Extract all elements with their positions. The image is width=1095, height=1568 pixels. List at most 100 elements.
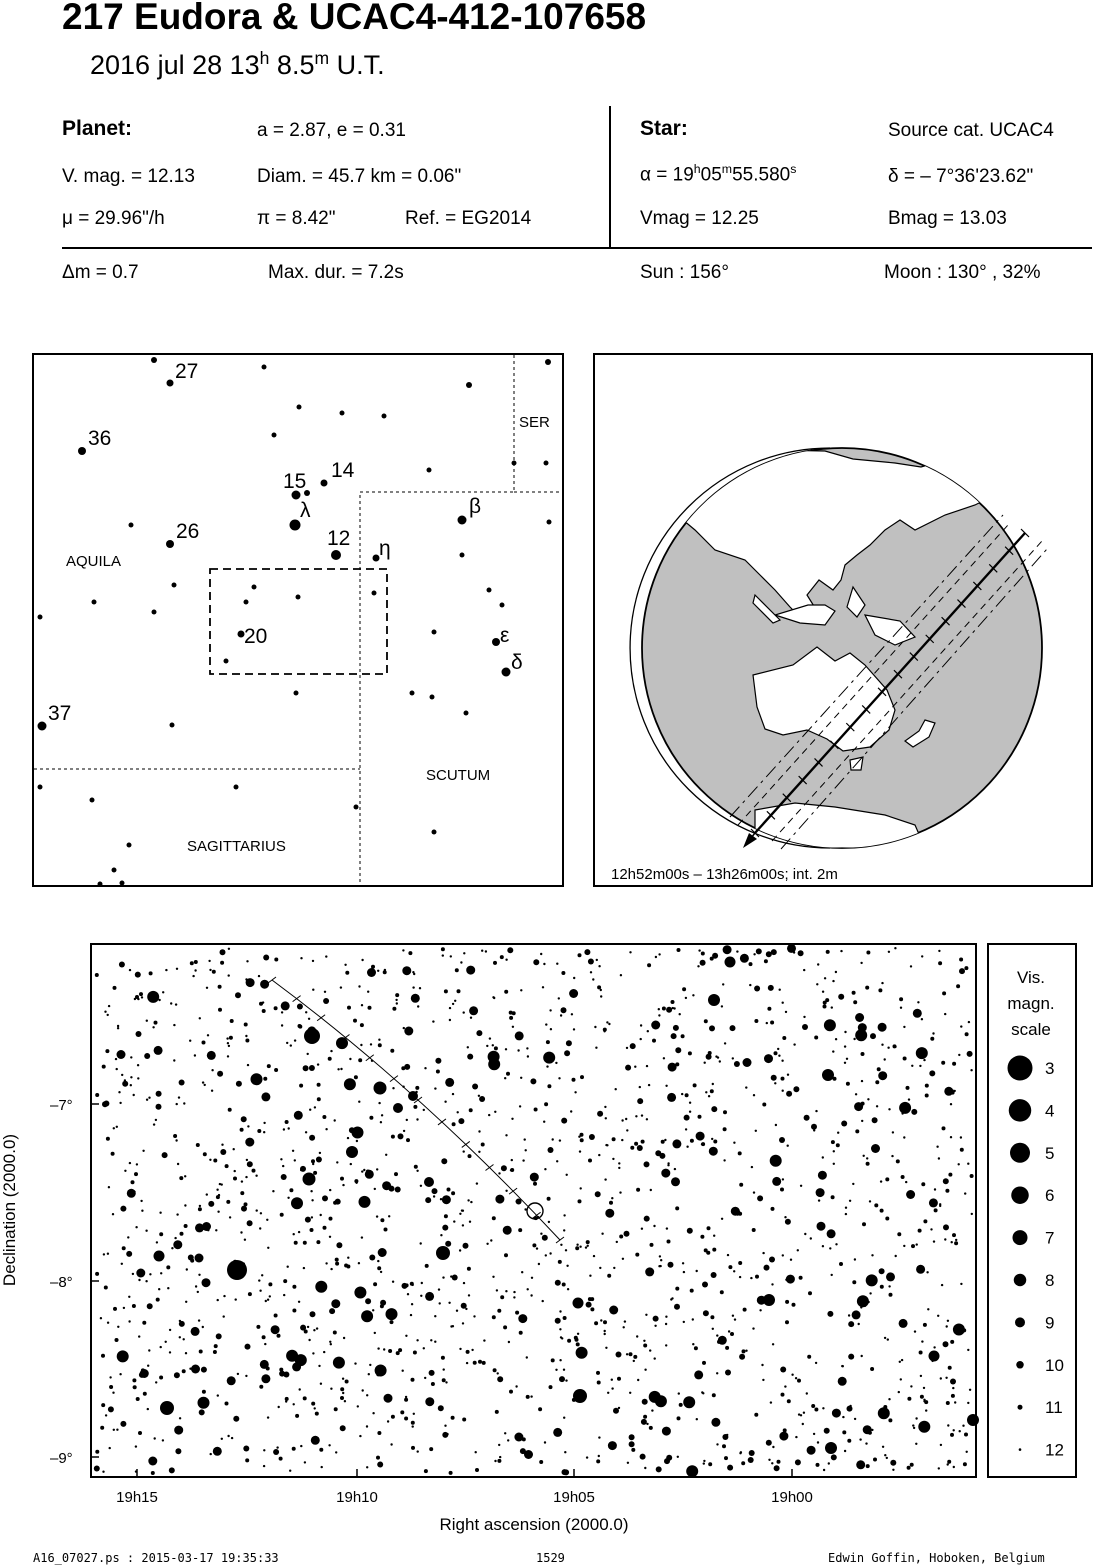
field-star: [777, 1047, 780, 1051]
field-star: [855, 1029, 868, 1042]
field-star: [865, 1274, 878, 1287]
field-star: [264, 1342, 267, 1346]
field-star: [967, 1401, 970, 1405]
field-star: [875, 1105, 879, 1108]
field-star: [369, 1363, 372, 1367]
field-star: [469, 1016, 473, 1019]
field-star: [710, 1315, 715, 1320]
field-star: [193, 960, 198, 964]
field-star: [608, 1022, 611, 1026]
field-star: [312, 988, 315, 991]
field-star: [851, 990, 856, 995]
field-star: [116, 1338, 119, 1342]
field-star: [923, 1426, 926, 1430]
field-star: [280, 1001, 290, 1011]
field-star: [653, 1224, 656, 1228]
field-star: [933, 1208, 938, 1213]
field-star: [240, 1191, 245, 1196]
field-star: [863, 1304, 867, 1308]
field-star: [545, 1040, 550, 1045]
field-star: [116, 1428, 119, 1431]
field-star: [629, 1043, 636, 1050]
field-star: [625, 1117, 628, 1121]
field-star: [100, 1425, 105, 1430]
field-star: [822, 1407, 825, 1410]
field-star: [610, 1378, 613, 1381]
field-star: [654, 1324, 657, 1328]
field-star: [134, 971, 141, 978]
finder-star: [296, 404, 302, 410]
field-star: [866, 1157, 869, 1160]
finder-star: [293, 690, 299, 696]
field-star: [797, 1378, 801, 1383]
path-tick: [877, 687, 887, 697]
field-star: [658, 1014, 661, 1017]
field-star: [164, 1340, 167, 1344]
field-star: [390, 1414, 395, 1419]
track-tick: [555, 1236, 565, 1244]
field-star: [675, 1062, 680, 1067]
field-star: [104, 1414, 108, 1417]
field-star: [643, 1215, 650, 1222]
field-star: [513, 1296, 516, 1299]
field-star: [337, 1068, 340, 1071]
field-star: [526, 1288, 529, 1291]
track-tick: [341, 1034, 350, 1041]
field-star: [193, 1054, 197, 1057]
field-star: [541, 1299, 544, 1303]
field-star: [636, 1335, 639, 1338]
field-star: [709, 1089, 714, 1094]
field-star: [155, 1241, 159, 1244]
field-star: [588, 1134, 595, 1140]
field-star: [198, 1017, 201, 1020]
field-star: [651, 1409, 654, 1412]
field-star: [544, 1254, 547, 1257]
field-star: [412, 1412, 415, 1416]
field-star: [397, 1133, 404, 1140]
field-star: [557, 997, 560, 1000]
field-star: [394, 1186, 401, 1193]
field-star: [639, 1037, 642, 1041]
field-star: [453, 1220, 456, 1223]
field-star: [950, 1339, 955, 1344]
path-tick: [814, 757, 823, 767]
field-star: [347, 1256, 350, 1259]
finder-star: [237, 630, 245, 638]
field-star: [431, 1188, 438, 1195]
path-tick: [925, 634, 935, 644]
field-star: [916, 1264, 926, 1274]
field-star: [938, 961, 943, 966]
planet-diam: Diam. = 45.7 km = 0.06": [257, 166, 462, 187]
finder-star: [151, 609, 157, 615]
field-star: [805, 1392, 808, 1395]
field-star: [276, 1446, 279, 1449]
field-star: [540, 952, 543, 956]
field-star: [197, 1207, 202, 1212]
globe-panel: 12h52m00s – 13h26m00s; int. 2m: [593, 353, 1093, 887]
field-star: [230, 1436, 234, 1440]
finder-star: [119, 880, 125, 885]
field-star: [255, 1174, 258, 1177]
field-star: [970, 1069, 973, 1072]
field-star: [153, 1045, 163, 1055]
finder-star: [97, 881, 103, 885]
field-star: [140, 996, 144, 999]
field-star: [189, 961, 194, 966]
path-tick: [1004, 546, 1014, 556]
field-star: [614, 1088, 617, 1091]
field-star: [865, 985, 870, 990]
field-star: [915, 1417, 918, 1420]
field-star: [309, 1108, 312, 1111]
field-star: [284, 1120, 289, 1124]
field-star: [832, 979, 835, 983]
field-star: [336, 1242, 343, 1249]
finder-star: [151, 357, 157, 363]
field-star: [289, 1469, 292, 1472]
field-star: [937, 1467, 940, 1470]
field-star: [503, 1325, 508, 1330]
field-star: [103, 1285, 108, 1290]
field-star: [425, 1397, 435, 1407]
field-star: [621, 1257, 625, 1261]
field-star: [881, 981, 884, 985]
field-star: [682, 987, 687, 992]
